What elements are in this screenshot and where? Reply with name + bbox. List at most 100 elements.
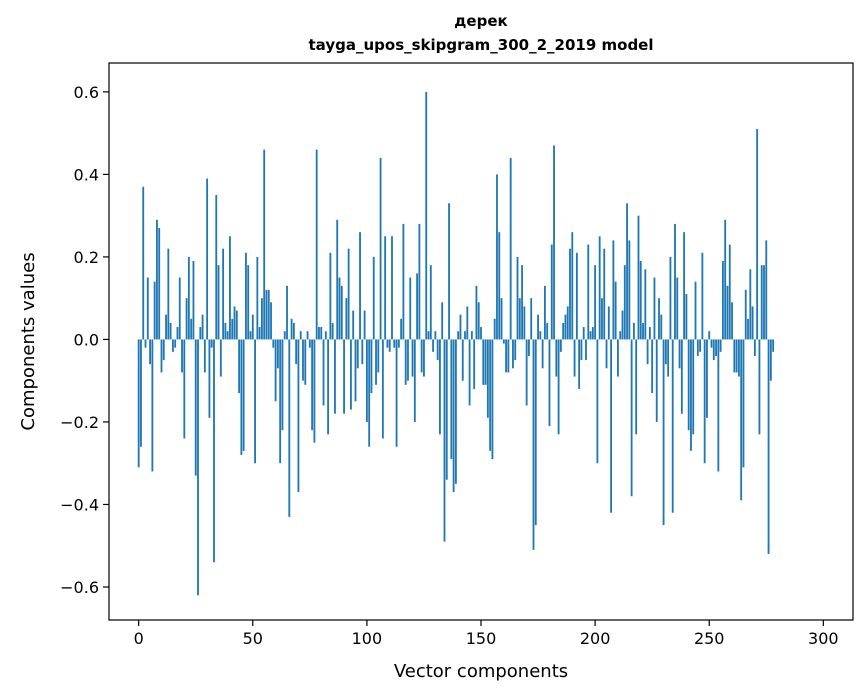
bar-231: [664, 339, 667, 365]
bar-172: [530, 298, 533, 340]
chart-title: дерек: [454, 12, 508, 30]
bar-45: [240, 339, 243, 455]
bar-252: [712, 339, 715, 361]
y-tick-label: −0.6: [60, 578, 99, 597]
bar-202: [598, 236, 601, 340]
bar-57: [267, 289, 270, 340]
bar-143: [464, 331, 466, 340]
x-tick-label: 250: [694, 629, 725, 648]
bar-109: [386, 339, 389, 348]
bar-140: [457, 331, 460, 340]
bar-27: [199, 327, 202, 340]
bar-168: [521, 265, 523, 340]
bar-182: [553, 145, 555, 340]
bar-115: [400, 318, 403, 340]
bar-44: [238, 339, 240, 394]
bar-147: [473, 339, 476, 389]
bar-31: [208, 339, 211, 418]
bar-185: [559, 339, 562, 352]
y-tick-label: 0.4: [74, 165, 99, 184]
bar-39: [226, 331, 229, 340]
bar-3: [144, 339, 147, 348]
bar-53: [258, 327, 261, 340]
bar-90: [343, 339, 345, 414]
bar-233: [669, 256, 672, 340]
bar-28: [201, 314, 204, 340]
bar-92: [347, 248, 350, 340]
bar-206: [607, 306, 610, 340]
x-tick-label: 150: [466, 629, 497, 648]
bar-254: [717, 339, 720, 472]
bar-64: [283, 331, 286, 340]
bar-180: [548, 339, 551, 427]
bar-208: [612, 240, 615, 340]
bar-224: [648, 327, 651, 340]
bar-246: [699, 339, 702, 352]
bar-192: [575, 252, 578, 340]
bar-71: [299, 331, 302, 340]
bar-86: [334, 339, 336, 414]
bar-98: [361, 339, 364, 365]
bar-153: [486, 339, 489, 418]
bar-155: [491, 339, 494, 460]
bar-67: [290, 318, 293, 340]
bar-4: [146, 277, 149, 340]
x-axis-ticks: 0 50 100 150 200 250 300: [134, 620, 839, 648]
bar-101: [368, 339, 371, 447]
bar-116: [402, 223, 405, 340]
bar-255: [719, 339, 722, 352]
bar-146: [470, 331, 473, 340]
x-tick-label: 50: [243, 629, 263, 648]
bar-19: [181, 339, 183, 373]
bar-129: [432, 339, 434, 352]
bar-111: [391, 236, 393, 340]
bar-84: [329, 252, 332, 340]
bar-195: [582, 327, 585, 340]
bar-158: [498, 232, 501, 340]
bar-8: [156, 219, 158, 340]
bar-178: [543, 285, 546, 340]
bar-63: [281, 339, 284, 431]
bar-170: [525, 339, 528, 406]
bar-274: [763, 265, 765, 340]
bar-221: [642, 322, 644, 340]
bar-69: [295, 339, 298, 365]
bar-14: [169, 322, 172, 340]
bar-269: [751, 306, 754, 340]
x-axis-label: Vector components: [394, 661, 568, 682]
bar-42: [233, 306, 236, 340]
bar-171: [528, 339, 530, 356]
bar-236: [676, 277, 679, 340]
bar-234: [671, 339, 674, 513]
bar-81: [322, 339, 325, 406]
bar-207: [610, 339, 612, 513]
bar-128: [429, 265, 432, 340]
bar-199: [591, 327, 594, 340]
bar-17: [176, 327, 179, 340]
bar-15: [171, 339, 174, 352]
bar-273: [760, 265, 763, 340]
bar-52: [256, 256, 259, 340]
bar-213: [623, 265, 626, 340]
y-tick-label: −0.4: [60, 495, 99, 514]
bar-217: [633, 322, 635, 340]
bar-212: [621, 310, 624, 340]
bar-245: [696, 339, 699, 356]
bar-121: [413, 339, 416, 422]
bar-6: [151, 339, 154, 472]
bar-258: [726, 285, 729, 340]
bar-132: [439, 339, 441, 435]
y-tick-label: 0.0: [74, 330, 99, 349]
bar-222: [644, 269, 647, 340]
bar-74: [306, 331, 309, 340]
bar-80: [320, 327, 323, 340]
bar-278: [772, 339, 775, 352]
bar-260: [731, 302, 733, 340]
bar-264: [740, 339, 743, 501]
bar-35: [217, 265, 220, 340]
bar-103: [372, 256, 375, 340]
x-tick-label: 100: [352, 629, 383, 648]
bar-215: [628, 240, 631, 340]
bar-173: [532, 339, 535, 550]
bar-60: [274, 339, 277, 402]
